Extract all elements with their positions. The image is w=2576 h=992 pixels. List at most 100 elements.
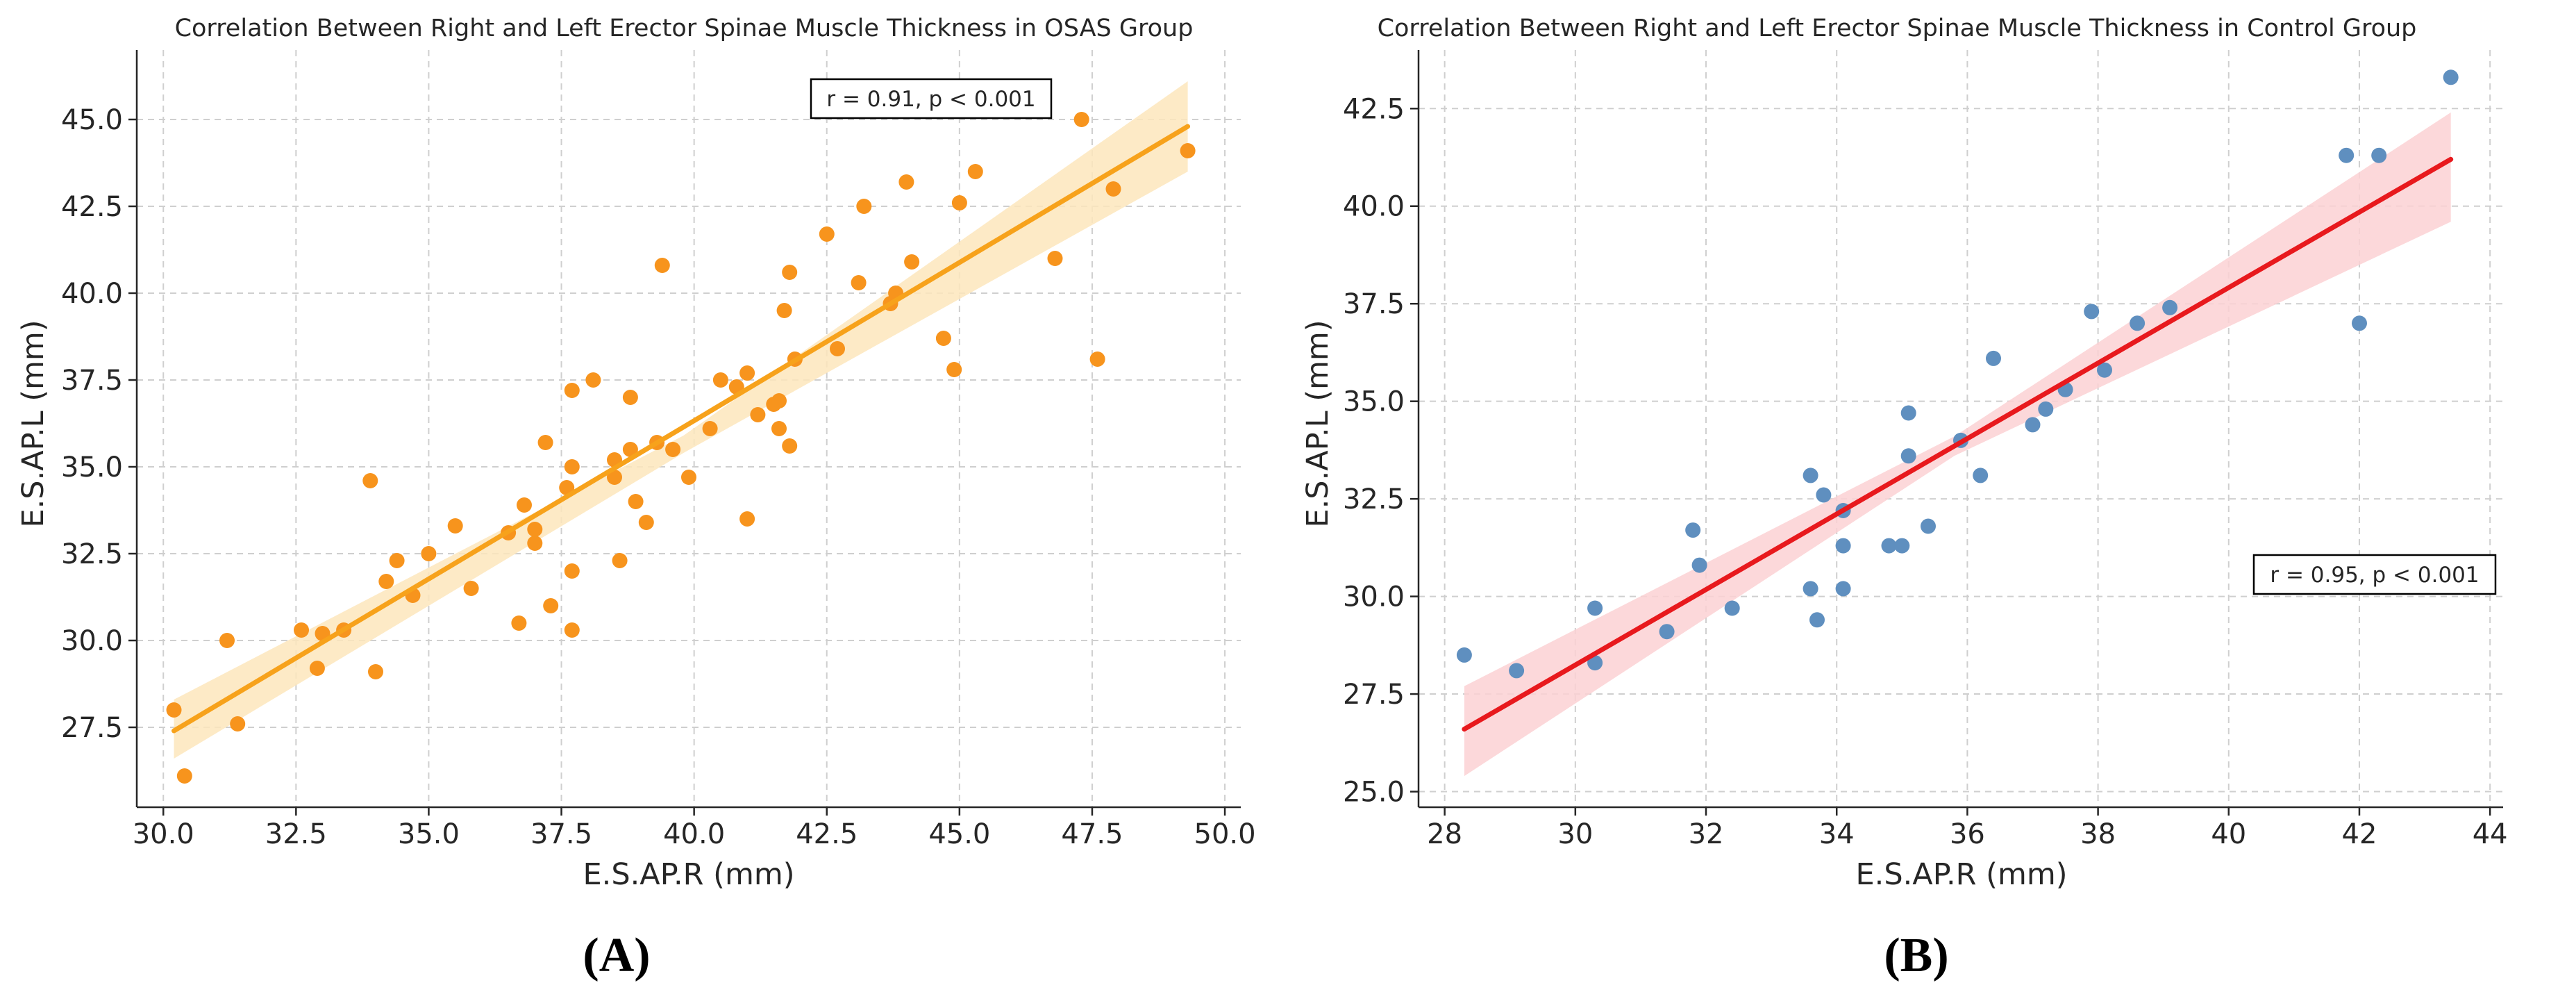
panel-a-data-point xyxy=(904,254,920,270)
panel-a-ytick-label: 30.0 xyxy=(61,625,123,657)
panel-b-data-point xyxy=(1900,405,1916,421)
panel-b-data-point xyxy=(1587,655,1603,671)
panel-a-data-point xyxy=(935,331,951,346)
panel-a-label: (A) xyxy=(583,929,650,982)
panel-a-data-point xyxy=(389,553,405,568)
panel-b-data-point xyxy=(1881,538,1897,554)
panel-a-data-point xyxy=(739,365,755,381)
panel-a-data-point xyxy=(447,518,463,534)
panel-a-data-point xyxy=(511,615,527,631)
panel-b-data-point xyxy=(2097,362,2112,378)
panel-a-data-point xyxy=(378,574,394,589)
panel-a-data-point xyxy=(309,661,325,676)
panel-b-data-point xyxy=(1835,538,1851,554)
panel-b-data-point xyxy=(2339,147,2355,163)
panel-a-xtick-label: 32.5 xyxy=(265,818,327,850)
panel-b-data-point xyxy=(1986,350,2001,366)
panel-a-data-point xyxy=(219,633,235,648)
panel-b-ylabel: E.S.AP.L (mm) xyxy=(1300,320,1335,527)
panel-a-data-point xyxy=(628,494,644,509)
panel-a-data-point xyxy=(176,768,192,784)
panel-b-xtick-label: 28 xyxy=(1427,818,1462,850)
panel-b-chart: Correlation Between Right and Left Erect… xyxy=(1300,15,2508,982)
panel-a-annotation-text: r = 0.91, p < 0.001 xyxy=(826,87,1035,112)
panel-a-xtick-label: 42.5 xyxy=(796,818,858,850)
panel-b-xlabel: E.S.AP.R (mm) xyxy=(1856,857,2068,892)
panel-a-data-point xyxy=(543,598,559,613)
panel-b-data-point xyxy=(1685,522,1701,538)
panel-a-data-point xyxy=(607,470,622,485)
panel-b-xtick-label: 30 xyxy=(1557,818,1593,850)
panel-a-data-point xyxy=(527,522,543,537)
panel-a-data-point xyxy=(559,480,575,495)
panel-b-data-point xyxy=(1724,600,1740,616)
panel-a-data-point xyxy=(564,563,580,579)
panel-a-data-point xyxy=(564,622,580,638)
panel-a-data-point xyxy=(819,226,835,242)
panel-a-data-point xyxy=(166,702,182,718)
panel-a-data-point xyxy=(830,341,845,356)
panel-a-data-point xyxy=(612,553,628,568)
panel-b-xtick-label: 44 xyxy=(2473,818,2508,850)
panel-b-data-point xyxy=(1587,600,1603,616)
panel-b-data-point xyxy=(2443,69,2459,85)
panel-a-xtick-label: 35.0 xyxy=(398,818,460,850)
panel-a-title: Correlation Between Right and Left Erect… xyxy=(175,15,1194,42)
panel-a-regression-line xyxy=(172,124,1191,734)
panel-b-ytick-label: 40.0 xyxy=(1343,191,1405,223)
panel-a-data-point xyxy=(750,407,766,422)
panel-a-data-point xyxy=(368,664,383,679)
panel-a-data-point xyxy=(654,258,670,273)
panel-a-data-point xyxy=(421,546,437,561)
panel-a-xtick-label: 47.5 xyxy=(1061,818,1123,850)
panel-a-ytick-label: 27.5 xyxy=(61,712,123,744)
panel-b-ytick-label: 30.0 xyxy=(1343,581,1405,613)
panel-b-ytick-label: 25.0 xyxy=(1343,777,1405,809)
panel-a-ytick-label: 42.5 xyxy=(61,191,123,223)
panel-b-ytick-label: 32.5 xyxy=(1343,483,1405,515)
panel-b-data-point xyxy=(2025,417,2041,433)
panel-b-data-point xyxy=(1659,624,1675,640)
panel-b-data-point xyxy=(1835,581,1851,597)
panel-a-data-point xyxy=(622,442,638,457)
panel-a-ytick-label: 35.0 xyxy=(61,452,123,483)
panel-b-data-point xyxy=(1894,538,1910,554)
panel-a-data-point xyxy=(1073,112,1089,127)
panel-b-xtick-label: 32 xyxy=(1689,818,1724,850)
panel-b-data-point xyxy=(1456,647,1472,663)
panel-a-data-point xyxy=(622,390,638,405)
panel-a-ytick-label: 45.0 xyxy=(61,104,123,136)
panel-a-data-point xyxy=(564,383,580,398)
panel-b-data-point xyxy=(1509,663,1525,679)
panel-b-xtick-label: 40 xyxy=(2211,818,2246,850)
panel-a-data-point xyxy=(776,303,792,318)
panel-a-data-point xyxy=(898,174,914,190)
panel-b-data-point xyxy=(1809,612,1825,628)
panel-a-data-point xyxy=(230,716,246,731)
panel-a-data-point xyxy=(564,459,580,474)
panel-a-data-point xyxy=(946,362,962,377)
panel-a-chart: Correlation Between Right and Left Erect… xyxy=(16,15,1256,982)
panel-a-data-point xyxy=(951,195,967,210)
panel-a-xtick-label: 37.5 xyxy=(530,818,592,850)
panel-b-annotation-text: r = 0.95, p < 0.001 xyxy=(2270,563,2479,588)
panel-b-data-point xyxy=(2038,401,2054,417)
panel-a-data-point xyxy=(665,442,681,457)
panel-a-data-point xyxy=(1105,181,1121,197)
panel-b-data-point xyxy=(2371,147,2387,163)
panel-b-xtick-label: 36 xyxy=(1950,818,1985,850)
panel-b-xtick-label: 34 xyxy=(1819,818,1855,850)
panel-b-data-point xyxy=(2130,315,2146,331)
panel-a-data-point xyxy=(702,421,718,436)
panel-a-data-point xyxy=(463,581,479,596)
panel-b-data-point xyxy=(1973,468,1989,483)
panel-a-ytick-label: 37.5 xyxy=(61,365,123,397)
panel-a-data-point xyxy=(681,470,696,485)
panel-b-ytick-label: 37.5 xyxy=(1343,288,1405,320)
panel-b-data-point xyxy=(1803,468,1818,483)
panel-b-regression-line xyxy=(1462,156,2454,732)
panel-a-data-point xyxy=(782,265,798,280)
panel-a-data-point xyxy=(1089,352,1105,367)
panel-b-data-point xyxy=(1900,448,1916,464)
